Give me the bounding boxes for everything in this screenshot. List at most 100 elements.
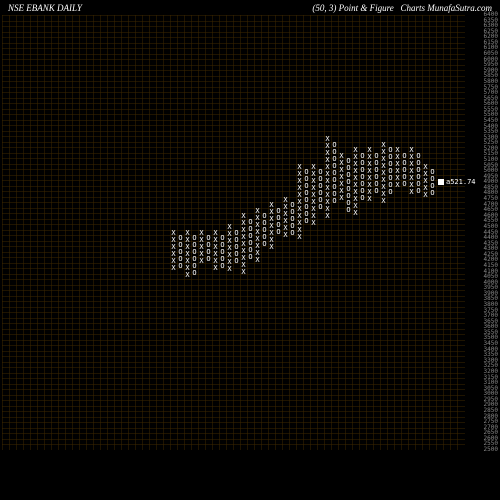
grid-line-vertical [79, 15, 80, 450]
pf-x-mark: X [352, 210, 359, 217]
grid-line-vertical [324, 15, 325, 450]
grid-line-vertical [387, 15, 388, 450]
grid-line-vertical [408, 15, 409, 450]
pf-column: XXXXX [422, 164, 429, 199]
pf-column: OOOOOOO [359, 153, 366, 202]
pf-x-mark: X [324, 213, 331, 220]
pf-column: XXXXXXX [338, 153, 345, 202]
grid-line-vertical [380, 15, 381, 450]
pf-column: XXXXXXXXXXX [296, 164, 303, 241]
pf-column: OOOOO [233, 230, 240, 265]
pf-x-mark: X [254, 257, 261, 264]
pf-x-mark: X [394, 182, 401, 189]
pf-x-mark: X [310, 220, 317, 227]
pf-x-mark: X [184, 272, 191, 279]
grid-line-vertical [219, 15, 220, 450]
pf-o-mark: O [345, 207, 352, 214]
pf-column: OOOO [205, 235, 212, 263]
pf-x-mark: X [282, 232, 289, 239]
grid-line-vertical [128, 15, 129, 450]
grid-line-vertical [457, 15, 458, 450]
grid-line-vertical [359, 15, 360, 450]
pf-column: OOOOOO [373, 153, 380, 195]
pf-column: XXXXXXX [268, 202, 275, 251]
pf-o-mark: O [373, 188, 380, 195]
grid-line-vertical [163, 15, 164, 450]
grid-line-vertical [86, 15, 87, 450]
pf-column: OOOOOO [247, 219, 254, 261]
grid-line-vertical [16, 15, 17, 450]
pf-x-mark: X [296, 234, 303, 241]
pf-x-mark: X [366, 196, 373, 203]
grid-line-vertical [345, 15, 346, 450]
pf-o-mark: O [177, 263, 184, 270]
grid-line-vertical [58, 15, 59, 450]
pf-column: XXXXXXX [226, 224, 233, 273]
grid-line-vertical [72, 15, 73, 450]
grid-line-vertical [422, 15, 423, 450]
grid-line-vertical [37, 15, 38, 450]
pf-x-mark: X [408, 189, 415, 196]
pf-column: OOOOO [401, 153, 408, 188]
pf-column: XXXXXXXX [366, 147, 373, 203]
pf-column: OOOO [429, 169, 436, 197]
grid-line-vertical [394, 15, 395, 450]
grid-line-vertical [114, 15, 115, 450]
pf-column: XXXXX [198, 230, 205, 265]
grid-line-vertical [366, 15, 367, 450]
grid-line-vertical [44, 15, 45, 450]
grid-line-vertical [23, 15, 24, 450]
grid-line-vertical [65, 15, 66, 450]
grid-line-vertical [415, 15, 416, 450]
chart-title: NSE EBANK DAILY [8, 3, 82, 13]
pf-o-mark: O [205, 256, 212, 263]
pf-column: XXXXXXXXX [380, 142, 387, 205]
y-axis-label: 2500 [468, 447, 498, 453]
pf-column: OOOOOOOO [303, 169, 310, 225]
pf-x-mark: X [338, 195, 345, 202]
pf-x-mark: X [380, 198, 387, 205]
pf-o-mark: O [219, 263, 226, 270]
grid-line-vertical [121, 15, 122, 450]
grid-line-vertical [142, 15, 143, 450]
grid-line-vertical [338, 15, 339, 450]
pf-o-mark: O [275, 229, 282, 236]
pf-o-mark: O [429, 190, 436, 197]
pf-x-mark: X [198, 258, 205, 265]
pf-column: OOOO [275, 208, 282, 236]
grid-line-vertical [436, 15, 437, 450]
grid-line-vertical [205, 15, 206, 450]
grid-line-vertical [149, 15, 150, 450]
pf-column: OOOOOO [191, 235, 198, 277]
pf-column: XXXXXXX [184, 230, 191, 279]
grid-line-vertical [100, 15, 101, 450]
pf-column: XXXXXX [394, 147, 401, 189]
grid-line-vertical [373, 15, 374, 450]
pf-o-mark: O [359, 195, 366, 202]
chart-area: XXXXXXOOOOOXXXXXXXOOOOOOXXXXXOOOOXXXXXXO… [2, 15, 465, 450]
pf-column: OOOOOOO [387, 147, 394, 196]
grid-line-vertical [2, 15, 3, 450]
pf-column: XXXXXXX [408, 147, 415, 196]
grid-line-vertical [135, 15, 136, 450]
grid-line-vertical [9, 15, 10, 450]
current-price-marker: a521.74 [438, 178, 476, 186]
pf-o-mark: O [331, 198, 338, 205]
pf-x-mark: X [268, 244, 275, 251]
pf-o-mark: O [233, 258, 240, 265]
pf-column: XXXXXX [282, 197, 289, 239]
grid-line-vertical [331, 15, 332, 450]
grid-line-vertical [107, 15, 108, 450]
y-axis: 6400635063006250620061506100605060005950… [468, 15, 500, 450]
pf-o-mark: O [289, 230, 296, 237]
grid-line-vertical [401, 15, 402, 450]
pf-column: OOOOOOOO [345, 158, 352, 214]
grid-line-vertical [93, 15, 94, 450]
pf-o-mark: O [261, 241, 268, 248]
pf-x-mark: X [240, 269, 247, 276]
grid-line-vertical [317, 15, 318, 450]
pf-column: XXXXXX [170, 230, 177, 272]
grid-line-vertical [177, 15, 178, 450]
grid-line-vertical [303, 15, 304, 450]
pf-column: OOOOO [177, 235, 184, 270]
